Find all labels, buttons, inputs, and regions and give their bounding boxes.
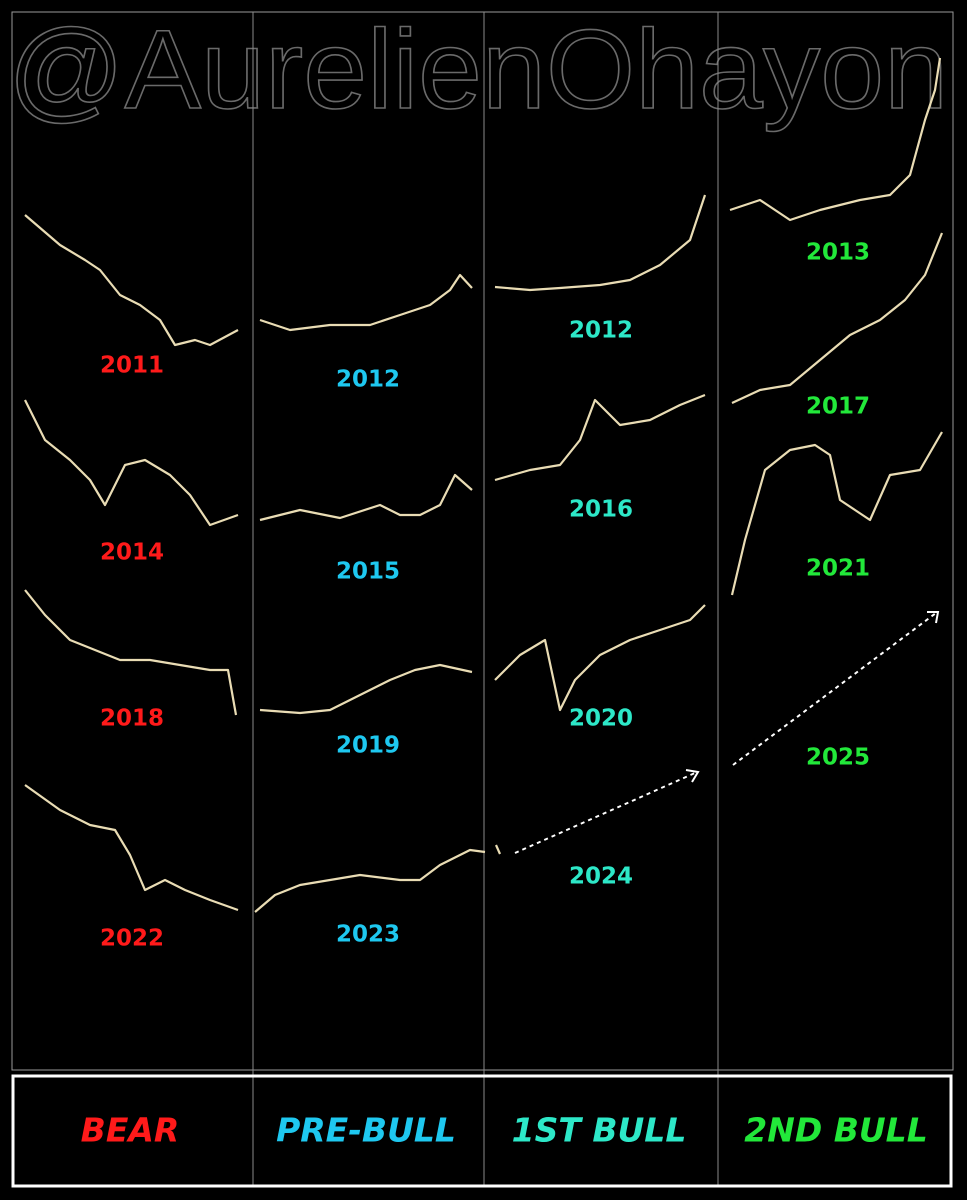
year-label: 2012: [569, 318, 633, 344]
sparkline: [259, 273, 473, 332]
sparkline: [24, 399, 239, 527]
watermark: @AurelienOhayon: [8, 7, 948, 132]
year-label: 2022: [100, 926, 164, 952]
phase-label: 1ST BULL: [512, 1111, 687, 1150]
sparkline: [259, 663, 473, 715]
sparkline: [24, 784, 239, 912]
year-label: 2017: [806, 394, 870, 420]
arrows: [514, 612, 937, 854]
year-label: 2025: [806, 745, 870, 771]
sparkline: [24, 589, 238, 716]
year-label: 2013: [806, 240, 870, 266]
year-label: 2024: [569, 864, 633, 890]
sparkline: [254, 848, 486, 913]
phase-label: BEAR: [81, 1111, 180, 1150]
year-label: 2019: [336, 733, 400, 759]
year-label: 2016: [569, 497, 633, 523]
arrowheads: [685, 611, 940, 783]
arrow: [732, 612, 937, 766]
arrow: [514, 772, 696, 854]
column-dividers: [252, 12, 719, 1187]
year-label: 2021: [806, 556, 870, 582]
year-label: 2011: [100, 353, 164, 379]
sparkline: [729, 57, 942, 222]
year-label: 2014: [100, 540, 164, 566]
sparkline: [730, 431, 943, 596]
sparkline: [731, 232, 944, 404]
year-label: 2018: [100, 706, 164, 732]
sparkline: [494, 194, 707, 292]
frame: [11, 11, 954, 1071]
year-label: 2023: [336, 922, 400, 948]
arrowhead: [927, 611, 940, 624]
arrowhead: [685, 769, 700, 783]
year-label: 2020: [569, 706, 633, 732]
sparkline: [24, 214, 239, 347]
sparklines: [24, 57, 944, 913]
phase-label: 2ND BULL: [744, 1111, 927, 1150]
legend-box: [11, 1074, 953, 1188]
sparkline: [259, 473, 473, 522]
sparkline: [494, 393, 706, 482]
sparkline: [494, 844, 502, 855]
phase-label: PRE-BULL: [276, 1111, 456, 1150]
year-label: 2012: [336, 367, 400, 393]
sparkline: [494, 604, 706, 712]
year-label: 2015: [336, 559, 400, 585]
